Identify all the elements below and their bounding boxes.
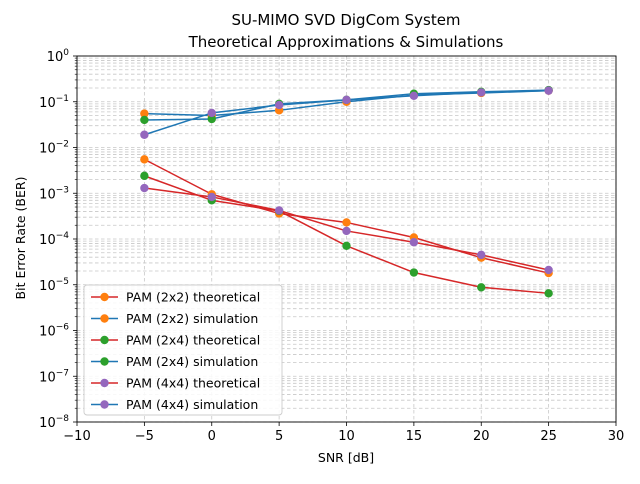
- y-tick-label: 10−8: [39, 414, 69, 431]
- y-tick-label: 10−7: [39, 368, 69, 385]
- legend-label: PAM (2x4) simulation: [126, 354, 258, 369]
- x-tick-label: 5: [275, 429, 283, 444]
- legend-label: PAM (2x2) theoretical: [126, 290, 260, 305]
- y-axis-label: Bit Error Rate (BER): [13, 177, 28, 300]
- data-point: [409, 91, 419, 100]
- x-tick-label: 10: [338, 429, 355, 444]
- data-point: [544, 86, 553, 95]
- data-point: [342, 241, 351, 251]
- data-point: [140, 115, 149, 125]
- y-tick-label: 10−3: [39, 185, 69, 202]
- data-point: [207, 192, 216, 202]
- x-tick-label: 30: [608, 429, 625, 444]
- legend-item: PAM (2x2) simulation: [91, 311, 258, 326]
- legend-item: PAM (2x4) theoretical: [91, 333, 260, 348]
- data-point: [274, 206, 284, 215]
- data-point: [274, 100, 284, 110]
- x-axis-label: SNR [dB]: [318, 450, 374, 465]
- x-tick-label: 0: [208, 429, 216, 444]
- x-tick-label: −10: [63, 429, 90, 444]
- chart-title: SU-MIMO SVD DigCom System: [231, 11, 460, 29]
- y-tick-label: 10−1: [39, 94, 69, 111]
- data-point: [207, 114, 216, 124]
- legend-swatch-marker: [100, 335, 109, 345]
- y-tick-label: 10−4: [39, 231, 69, 248]
- data-point: [477, 283, 486, 292]
- data-point: [544, 289, 553, 298]
- y-tick-label: 10−6: [39, 323, 69, 340]
- data-point: [140, 109, 149, 118]
- x-tick-label: 20: [473, 429, 490, 444]
- data-point: [342, 218, 351, 227]
- data-point: [477, 88, 486, 97]
- series-5: [140, 183, 553, 275]
- data-point: [477, 250, 486, 260]
- axis-ticks: −10 −5 0 5 10 15 20 25 30 100 10−1 10−2 10−3 10−4 10−5…: [39, 48, 624, 444]
- data-point: [207, 108, 216, 118]
- data-point: [140, 155, 149, 164]
- data-point: [140, 130, 149, 139]
- legend-swatch-marker: [100, 400, 109, 409]
- legend-box: [83, 284, 283, 416]
- y-tick-label: 10−5: [39, 277, 69, 294]
- legend-swatch-marker: [100, 357, 109, 366]
- y-tick-label: 100: [47, 48, 70, 65]
- legend-item: PAM (4x4) theoretical: [91, 376, 260, 391]
- x-tick-label: 25: [540, 429, 557, 444]
- legend-label: PAM (2x4) theoretical: [126, 333, 260, 348]
- data-point: [409, 238, 419, 247]
- legend-swatch-marker: [100, 292, 109, 302]
- legend-item: PAM (2x2) theoretical: [91, 290, 260, 305]
- x-tick-label: 15: [406, 429, 423, 444]
- series-6: [140, 86, 553, 139]
- legend-item: PAM (2x4) simulation: [91, 354, 258, 369]
- y-tick-label: 10−2: [39, 140, 69, 157]
- legend-label: PAM (4x4) theoretical: [126, 376, 260, 391]
- legend-label: PAM (4x4) simulation: [126, 397, 258, 412]
- data-point: [140, 183, 149, 193]
- data-point: [140, 171, 149, 181]
- data-point: [342, 95, 351, 105]
- chart-subtitle: Theoretical Approximations & Simulations: [188, 33, 504, 51]
- data-point: [544, 265, 553, 275]
- legend-swatch-marker: [100, 314, 109, 323]
- legend-swatch-marker: [100, 378, 109, 388]
- legend-label: PAM (2x2) simulation: [126, 311, 258, 326]
- data-point: [409, 268, 419, 277]
- legend: PAM (2x2) theoretical PAM (2x2) simulatio…: [83, 284, 283, 416]
- series-layer: [140, 85, 553, 298]
- x-tick-label: −5: [135, 429, 154, 444]
- data-point: [342, 226, 351, 236]
- legend-item: PAM (4x4) simulation: [91, 397, 258, 412]
